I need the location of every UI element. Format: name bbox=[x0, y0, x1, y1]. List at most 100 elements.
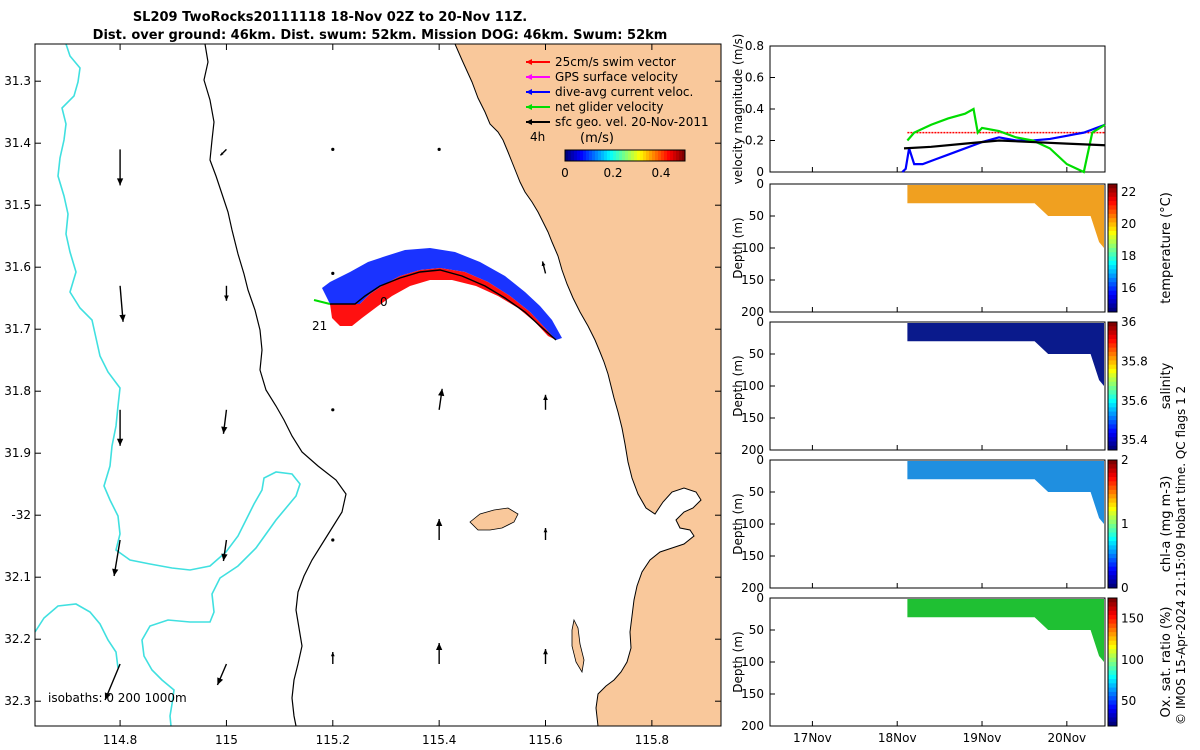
speed-colorbar-cell bbox=[592, 150, 596, 161]
depth-colorbar-cell bbox=[1108, 662, 1117, 667]
geo-velocity-arrow bbox=[331, 271, 335, 275]
geo-velocity-head bbox=[436, 643, 443, 650]
depth-colorbar-label: temperature (°C) bbox=[1159, 192, 1174, 304]
depth-colorbar-tick: 0 bbox=[1121, 581, 1129, 595]
depth-colorbar-cell bbox=[1108, 373, 1117, 378]
geo-velocity-head bbox=[217, 677, 224, 685]
speed-colorbar-cell bbox=[595, 150, 599, 161]
geo-velocity-head bbox=[112, 568, 119, 576]
speed-colorbar-cell bbox=[583, 150, 587, 161]
depth-colorbar-cell bbox=[1108, 428, 1117, 434]
speed-colorbar-cell bbox=[661, 150, 665, 161]
title-line-2: Dist. over ground: 46km. Dist. swum: 52k… bbox=[93, 28, 668, 43]
geo-velocity-arrow bbox=[436, 643, 443, 664]
geo-velocity-dot bbox=[437, 147, 441, 151]
depth-colorbar-cell bbox=[1108, 545, 1117, 551]
depth-colorbar-cell bbox=[1108, 290, 1117, 296]
isobath-1000m-south bbox=[34, 603, 119, 669]
map-y-tick-label: 31.7 bbox=[4, 322, 31, 336]
geo-velocity-arrow bbox=[119, 285, 126, 322]
geo-velocity-arrow bbox=[116, 149, 124, 186]
depth-colorbar-cell bbox=[1108, 188, 1117, 194]
speed-colorbar-cell bbox=[628, 150, 632, 161]
geo-velocity-arrow bbox=[436, 519, 443, 540]
geo-velocity-head bbox=[119, 314, 126, 322]
speed-colorbar-cell bbox=[652, 150, 656, 161]
geo-velocity-arrow bbox=[331, 147, 335, 151]
speed-colorbar-cell bbox=[658, 150, 662, 161]
speed-colorbar-cell bbox=[640, 150, 644, 161]
speed-colorbar-tick: 0.4 bbox=[651, 166, 670, 180]
depth-colorbar-cell bbox=[1108, 445, 1117, 451]
speed-colorbar-cell bbox=[598, 150, 602, 161]
depth-y-tick-label: 200 bbox=[741, 305, 764, 319]
depth-colorbar-cell bbox=[1108, 407, 1117, 413]
depth-colorbar-cell bbox=[1108, 441, 1117, 447]
depth-colorbar-cell bbox=[1108, 239, 1117, 245]
depth-colorbar-cell bbox=[1108, 632, 1117, 637]
depth-colorbar-cell bbox=[1108, 415, 1117, 421]
geo-velocity-arrow bbox=[543, 649, 548, 664]
geo-velocity-arrow bbox=[116, 409, 124, 446]
depth-colorbar-label: salinity bbox=[1159, 362, 1174, 409]
depth-colorbar-cell bbox=[1108, 498, 1117, 504]
depth-y-tick-label: 150 bbox=[741, 411, 764, 425]
depth-colorbar-cell bbox=[1108, 269, 1117, 275]
depth-colorbar-cell bbox=[1108, 666, 1117, 672]
time-x-tick-label: 20Nov bbox=[1047, 731, 1086, 745]
speed-colorbar-cell bbox=[664, 150, 668, 161]
velocity-y-tick-label: 0.6 bbox=[745, 71, 764, 85]
depth-y-tick-label: 200 bbox=[741, 443, 764, 457]
map-frame bbox=[34, 43, 722, 727]
speed-colorbar-tick: 0 bbox=[561, 166, 569, 180]
geo-velocity-arrow bbox=[221, 539, 228, 562]
depth-colorbar-cell bbox=[1108, 282, 1117, 287]
speed-colorbar-cell bbox=[622, 150, 626, 161]
speed-colorbar: 0 0.2 0.4 bbox=[561, 149, 686, 180]
depth-colorbar-cell bbox=[1108, 704, 1117, 710]
depth-colorbar-cell bbox=[1108, 657, 1117, 663]
depth-section-fill bbox=[907, 461, 1104, 524]
depth-ylabel: Depth (m) bbox=[731, 217, 745, 278]
depth-colorbar-cell bbox=[1108, 481, 1117, 487]
depth-colorbar-cell bbox=[1108, 532, 1117, 538]
geo-velocity-head bbox=[104, 692, 111, 700]
geo-velocity-dot bbox=[331, 408, 335, 412]
depth-colorbar-cell bbox=[1108, 196, 1117, 202]
depth-y-tick-label: 100 bbox=[741, 379, 764, 393]
depth-colorbar-cell bbox=[1108, 403, 1117, 408]
depth-colorbar-cell bbox=[1108, 502, 1117, 508]
depth-colorbar-cell bbox=[1108, 602, 1117, 608]
map-panel: isobaths: 0 200 1000m 21 0 114.8 115 115.2… bbox=[4, 43, 722, 747]
glider-track bbox=[330, 269, 557, 341]
speed-colorbar-cell bbox=[610, 150, 614, 161]
depth-colorbar-tick: 2 bbox=[1121, 453, 1129, 467]
map-axes: 114.8 115 115.2 115.4 115.6 115.8 31.3 31.4 31.5… bbox=[4, 43, 722, 747]
geo-velocity-head bbox=[221, 426, 228, 434]
depth-y-tick-label: 0 bbox=[756, 315, 764, 329]
depth-colorbar-cell bbox=[1108, 636, 1117, 642]
depth-y-tick-label: 0 bbox=[756, 591, 764, 605]
isobath-200m bbox=[203, 43, 347, 727]
depth-colorbar-cell bbox=[1108, 398, 1117, 404]
speed-colorbar-frame bbox=[564, 149, 686, 162]
geo-velocity-head bbox=[224, 295, 229, 301]
map-y-tick-label: 31.4 bbox=[4, 136, 31, 150]
scale-label: 4h bbox=[530, 130, 545, 144]
map-x-tick-label: 115.8 bbox=[635, 733, 669, 747]
depth-colorbar-tick: 35.4 bbox=[1121, 433, 1148, 447]
depth-colorbar-cell bbox=[1108, 303, 1117, 309]
depth-colorbar-cell bbox=[1108, 506, 1117, 512]
depth-colorbar-cell bbox=[1108, 644, 1117, 650]
depth-colorbar-cell bbox=[1108, 511, 1117, 516]
depth-ylabel: Depth (m) bbox=[731, 355, 745, 416]
depth-panel: 0 50 100 150 200 Depth (m) 35.4 35.6 35.8 36 salin… bbox=[731, 315, 1174, 457]
depth-colorbar-cell bbox=[1108, 424, 1117, 430]
depth-colorbar-cell bbox=[1108, 235, 1117, 240]
depth-colorbar-cell bbox=[1108, 615, 1117, 620]
depth-colorbar-cell bbox=[1108, 252, 1117, 258]
geo-velocity-arrow bbox=[438, 388, 445, 410]
